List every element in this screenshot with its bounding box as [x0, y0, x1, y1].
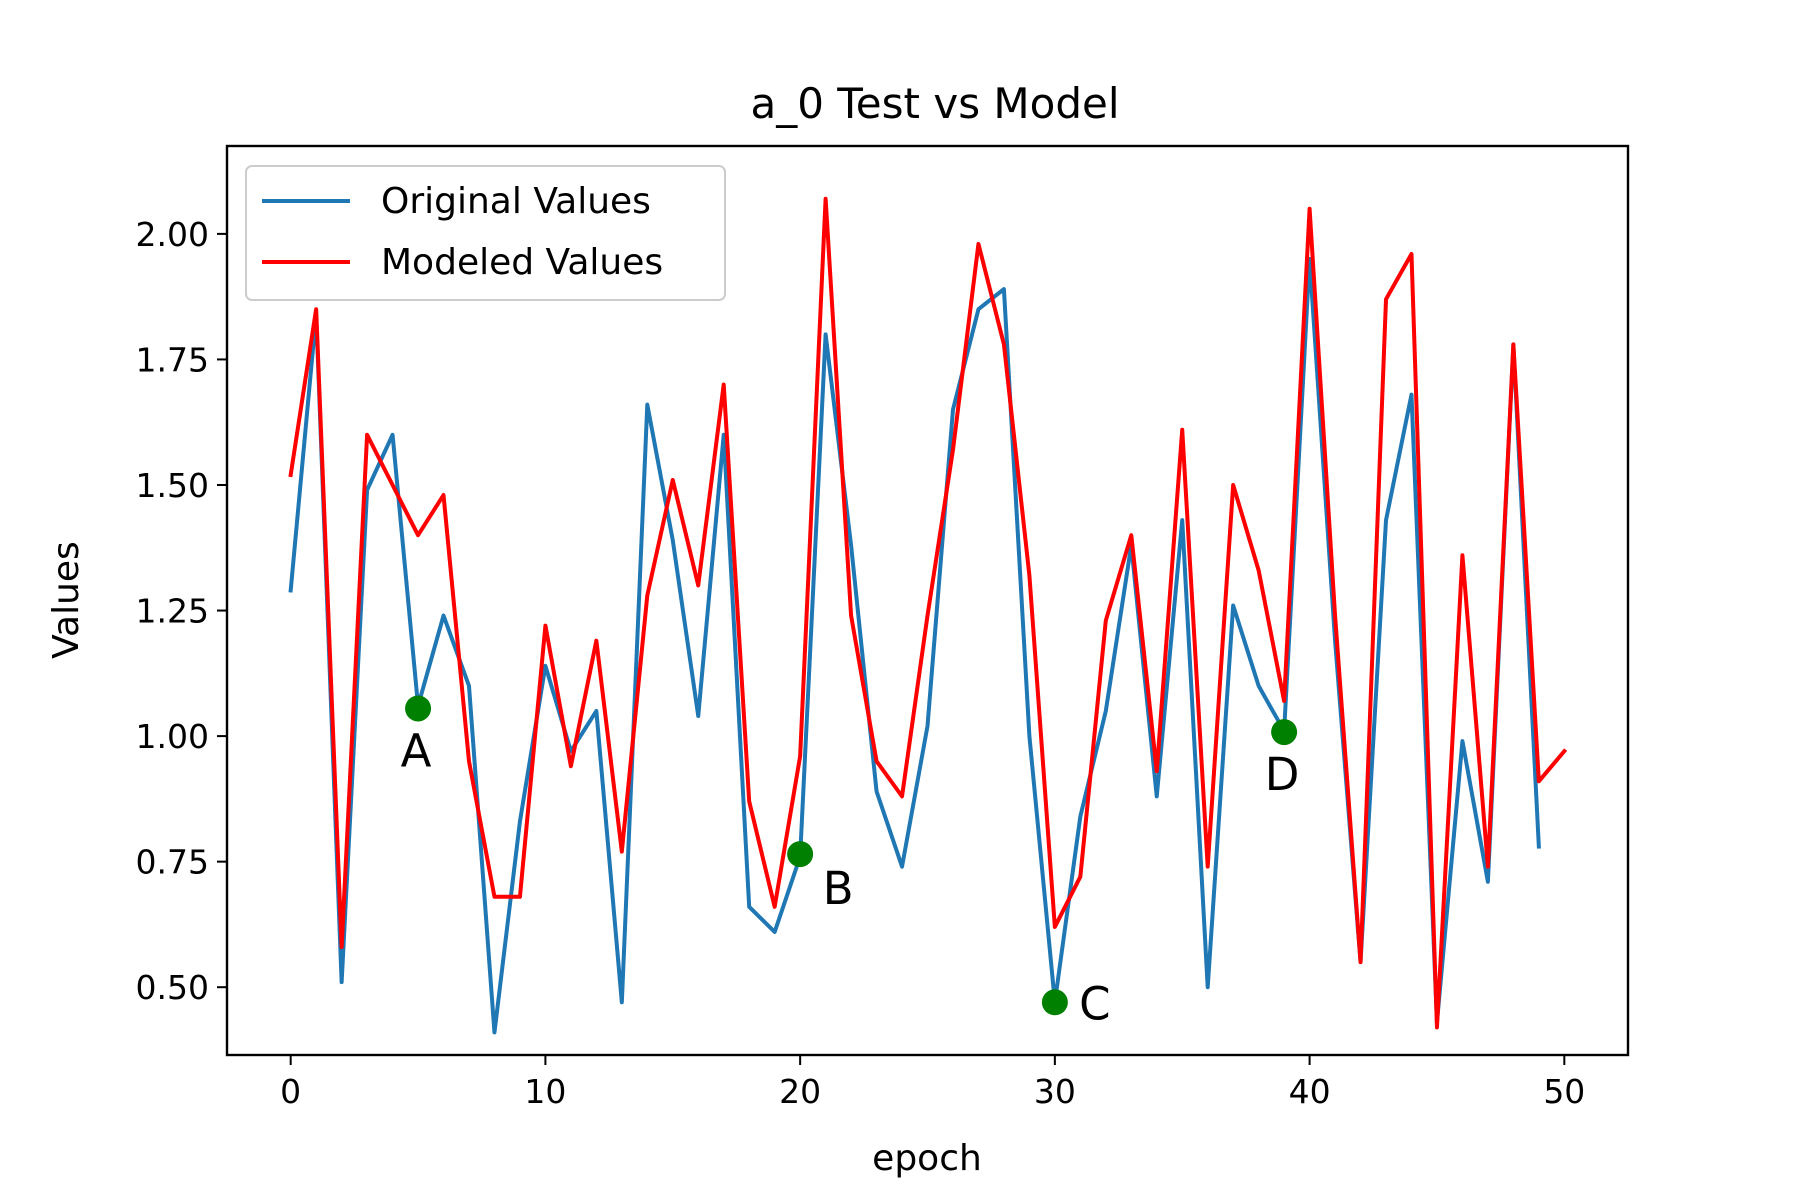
x-tick-label: 40 — [1289, 1072, 1331, 1111]
series-layer — [288, 196, 1568, 1035]
x-tick-label: 0 — [280, 1072, 301, 1111]
highlight-point-a — [405, 695, 432, 722]
y-axis-label: Values — [46, 541, 87, 659]
highlight-point-label: A — [401, 724, 432, 777]
y-tick-label: 2.00 — [136, 215, 209, 254]
y-tick-label: 1.00 — [136, 717, 209, 756]
highlight-layer: A B C D — [401, 695, 1300, 1030]
x-tick-label: 20 — [779, 1072, 821, 1111]
x-axis-label: epoch — [872, 1138, 982, 1179]
y-tick-label: 1.50 — [136, 466, 209, 505]
x-tick-label: 30 — [1034, 1072, 1076, 1111]
x-tick-label: 50 — [1543, 1072, 1585, 1111]
highlight-point-label: B — [823, 862, 854, 915]
plot-frame — [225, 144, 1630, 1057]
axes-layer: 0 10 20 30 40 50 0.50 0.75 1.00 1.25 1.50 1.75 2.00 — [136, 215, 1586, 1111]
legend-frame — [245, 165, 726, 301]
chart-title: a_0 Test vs Model — [750, 79, 1119, 128]
highlight-point-label: D — [1265, 748, 1300, 801]
highlight-point-b — [787, 841, 814, 868]
y-tick-label: 1.75 — [136, 340, 209, 379]
legend-label-modeled: Modeled Values — [381, 242, 663, 283]
y-tick-label: 1.25 — [136, 592, 209, 631]
y-tick-label: 0.50 — [136, 968, 209, 1007]
highlight-point-c — [1041, 989, 1068, 1016]
y-tick-label: 0.75 — [136, 843, 209, 882]
legend: Original Values Modeled Values — [245, 165, 726, 301]
series-line-modeled — [288, 196, 1568, 1030]
highlight-point-label: C — [1079, 977, 1110, 1030]
legend-label-original: Original Values — [381, 181, 651, 222]
highlight-point-d — [1271, 719, 1298, 746]
x-tick-label: 10 — [524, 1072, 566, 1111]
